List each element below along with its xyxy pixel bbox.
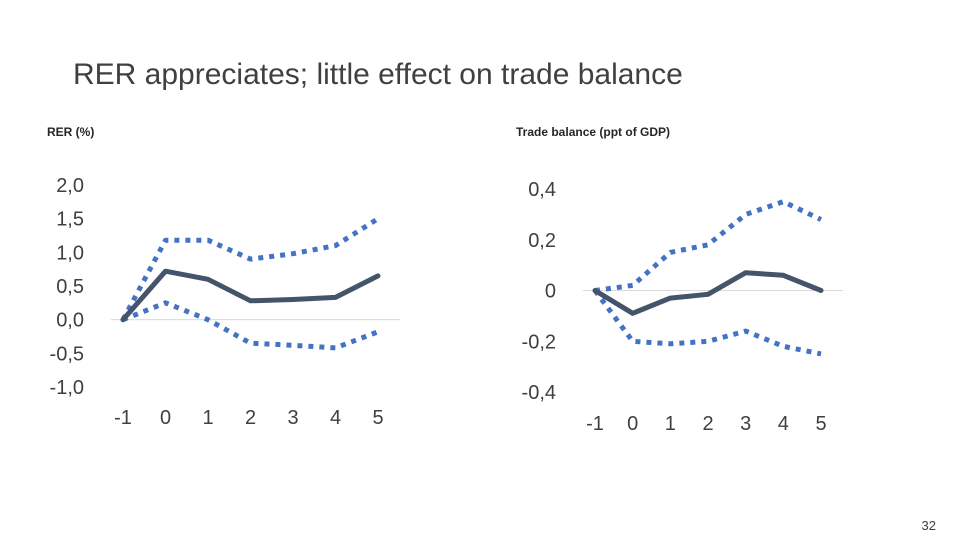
rer-estimate-line bbox=[120, 268, 381, 323]
rer-x-tick-label: 0 bbox=[160, 407, 171, 429]
rer-y-tick-label: 0,0 bbox=[56, 310, 84, 332]
rer-x-tick-label: 5 bbox=[372, 407, 383, 429]
slide-title: RER appreciates; little effect on trade … bbox=[73, 58, 683, 91]
rer-x-tick-label: 2 bbox=[245, 407, 256, 429]
tb-x-tick-label: 5 bbox=[815, 413, 826, 435]
tb-lower-band-line bbox=[592, 289, 822, 357]
rer-x-tick-label: 4 bbox=[330, 407, 341, 429]
tb-x-tick-label: -1 bbox=[586, 413, 604, 435]
rer-x-tick-label: -1 bbox=[114, 407, 132, 429]
rer-upper-band-line bbox=[120, 216, 380, 321]
tb-x-tick-label: 4 bbox=[778, 413, 789, 435]
tb-x-tick-label: 1 bbox=[665, 413, 676, 435]
tb-y-tick-label: 0 bbox=[545, 281, 556, 303]
tb-y-tick-label: -0,2 bbox=[522, 331, 556, 353]
tb-y-tick-label: -0,4 bbox=[522, 382, 556, 404]
tb-y-tick-label: 0,2 bbox=[528, 230, 556, 252]
rer-x-tick-label: 3 bbox=[287, 407, 298, 429]
rer-lower-band-line bbox=[122, 300, 379, 351]
page-number: 32 bbox=[921, 518, 936, 533]
tb-x-tick-label: 2 bbox=[702, 413, 713, 435]
tb-y-tick-label: 0,4 bbox=[528, 179, 556, 201]
rer-y-tick-label: 1,5 bbox=[56, 209, 84, 231]
rer-y-tick-label: -0,5 bbox=[50, 343, 84, 365]
tb-x-tick-label: 0 bbox=[627, 413, 638, 435]
tb-estimate-line bbox=[592, 270, 824, 316]
rer-y-tick-label: 2,0 bbox=[56, 175, 84, 197]
rer-x-tick-label: 1 bbox=[202, 407, 213, 429]
rer-y-tick-label: 1,0 bbox=[56, 242, 84, 264]
trade-balance-chart-title: Trade balance (ppt of GDP) bbox=[516, 125, 671, 139]
tb-x-tick-label: 3 bbox=[740, 413, 751, 435]
rer-y-tick-label: -1,0 bbox=[50, 377, 84, 399]
rer-y-tick-label: 0,5 bbox=[56, 276, 84, 298]
rer-chart-title: RER (%) bbox=[47, 125, 95, 139]
